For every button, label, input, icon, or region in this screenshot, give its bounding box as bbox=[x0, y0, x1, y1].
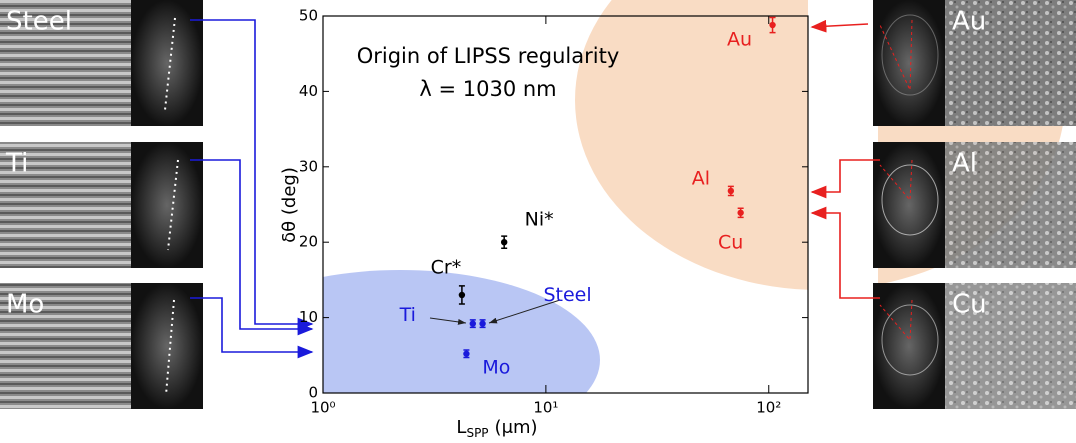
x-label-unit: (μm) bbox=[495, 417, 538, 438]
sem-images bbox=[0, 0, 1076, 409]
point bbox=[500, 239, 508, 246]
panel-label: Au bbox=[952, 7, 986, 37]
point bbox=[769, 21, 776, 29]
point bbox=[479, 320, 486, 327]
point-label: Ni* bbox=[525, 209, 554, 231]
y-tick-label: 50 bbox=[299, 7, 318, 25]
fft-images bbox=[131, 0, 945, 409]
point-label: Cr* bbox=[431, 256, 462, 278]
y-tick-label: 0 bbox=[308, 384, 318, 402]
point bbox=[463, 350, 470, 357]
x-tick-label: 10² bbox=[756, 399, 781, 417]
point-label: Cu bbox=[718, 231, 743, 253]
y-tick-label: 30 bbox=[299, 157, 318, 175]
point-label: Steel bbox=[543, 284, 591, 306]
x-label-sub: SPP bbox=[466, 426, 488, 440]
x-label-main: L bbox=[456, 417, 466, 438]
point-label: Ti bbox=[399, 304, 416, 326]
x-axis-label: LSPP (μm) bbox=[456, 417, 537, 440]
y-tick-label: 20 bbox=[299, 233, 318, 251]
point bbox=[737, 209, 744, 216]
plot-frame bbox=[322, 15, 809, 394]
image-panels bbox=[0, 0, 1076, 409]
point-label: Mo bbox=[482, 356, 510, 378]
panel-label: Steel bbox=[6, 7, 72, 37]
x-tick-label: 10¹ bbox=[533, 399, 558, 417]
panel-label: Al bbox=[952, 149, 977, 179]
point-label: Al bbox=[692, 167, 710, 189]
x-tick-label: 10⁰ bbox=[310, 399, 335, 417]
y-tick-label: 40 bbox=[299, 82, 318, 100]
point-label: Au bbox=[727, 29, 752, 51]
panel-label: Ti bbox=[5, 149, 28, 179]
y-tick-label: 10 bbox=[299, 308, 318, 326]
chart-subtitle: λ = 1030 nm bbox=[419, 77, 556, 101]
y-axis-label: δθ (deg) bbox=[279, 167, 300, 243]
panel-label: Mo bbox=[6, 290, 44, 320]
point bbox=[469, 320, 476, 327]
point bbox=[727, 187, 735, 195]
point bbox=[458, 291, 466, 299]
arrows bbox=[190, 19, 880, 359]
chart-title: Origin of LIPSS regularity bbox=[357, 44, 620, 68]
panel-label: Cu bbox=[952, 290, 987, 320]
